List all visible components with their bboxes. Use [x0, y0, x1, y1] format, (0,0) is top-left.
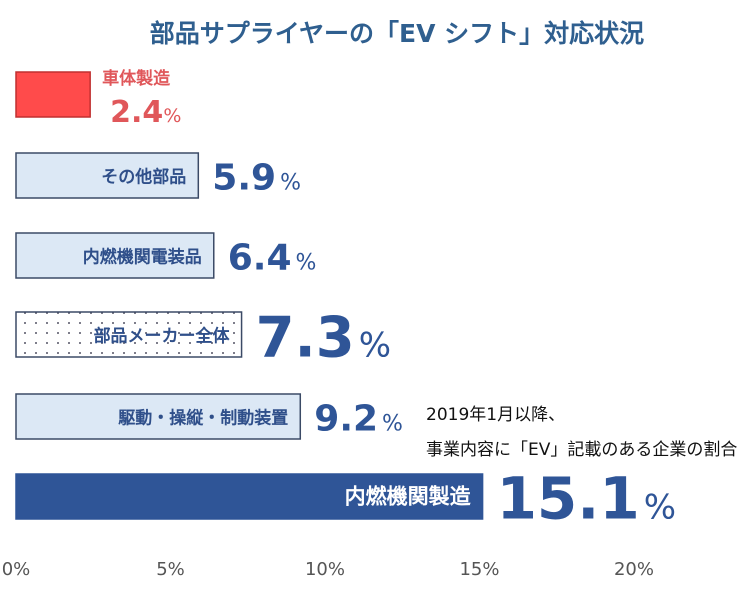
value-label-2: 6.4%: [228, 238, 317, 279]
annotation-line-2: 事業内容に「EV」記載のある企業の割合: [426, 440, 737, 460]
bar-3: [15, 311, 243, 358]
x-tick-label-3: 15%: [459, 559, 499, 580]
value-label-0: 2.4%: [110, 95, 181, 130]
value-label-3: 7.3%: [256, 306, 392, 371]
value-label-5: 15.1%: [497, 465, 676, 533]
category-label-2: 内燃機関電装品: [83, 247, 202, 268]
bar-2: [15, 232, 215, 279]
x-tick-label-0: 0%: [2, 559, 31, 580]
x-tick-label-4: 20%: [614, 559, 654, 580]
chart-title: 部品サプライヤーの「EV シフト」対応状況: [150, 19, 644, 48]
x-tick-label-2: 10%: [305, 559, 345, 580]
x-tick-label-1: 5%: [156, 559, 185, 580]
category-label-5: 内燃機関製造: [345, 485, 472, 509]
bar-1: [15, 152, 200, 199]
category-label-3: 部品メーカー全体: [94, 326, 231, 347]
category-label-0: 車体製造: [102, 68, 171, 89]
bar-4: [15, 393, 302, 440]
annotation-line-1: 2019年1月以降、: [426, 405, 565, 425]
bar-5: [15, 473, 484, 520]
value-label-1: 5.9%: [212, 158, 301, 199]
category-label-1: その他部品: [101, 167, 186, 188]
bar-0: [15, 71, 91, 118]
category-label-4: 駆動・操縦・制動装置: [118, 408, 288, 429]
value-label-4: 9.2%: [314, 399, 403, 440]
